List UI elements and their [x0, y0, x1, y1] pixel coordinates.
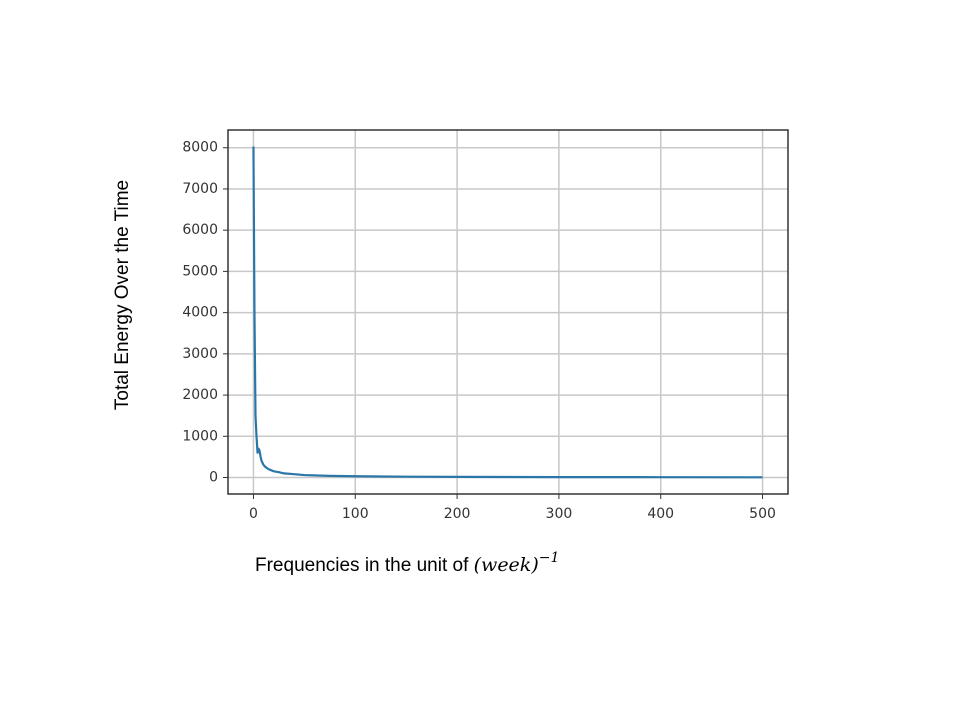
x-axis-label-math: (week): [474, 554, 539, 576]
y-tick-label: 5000: [182, 263, 218, 279]
x-tick-label: 0: [249, 506, 258, 522]
y-axis-label: Total Energy Over the Time: [112, 180, 133, 410]
data-line: [252, 146, 763, 479]
x-tick-label: 100: [342, 506, 369, 522]
y-tick-label: 6000: [182, 222, 218, 238]
y-tick-label: 0: [209, 470, 218, 486]
plot-frame: [227, 129, 789, 495]
x-tick-label: 500: [749, 506, 776, 522]
x-axis-label-text: Frequencies in the unit of: [255, 555, 469, 576]
y-tick-label: 4000: [182, 305, 218, 321]
y-tick-label: 7000: [182, 181, 218, 197]
y-tick-label: 2000: [182, 387, 218, 403]
x-axis-label-exponent: −1: [539, 550, 560, 566]
x-tick-label: 300: [546, 506, 573, 522]
x-tick-label: 200: [444, 506, 471, 522]
x-axis-label: Frequencies in the unit of (week)−1: [255, 550, 559, 576]
y-tick-label: 1000: [182, 428, 218, 444]
y-tick-label: 8000: [182, 140, 218, 156]
x-tick-label: 400: [647, 506, 674, 522]
y-tick-label: 3000: [182, 346, 218, 362]
